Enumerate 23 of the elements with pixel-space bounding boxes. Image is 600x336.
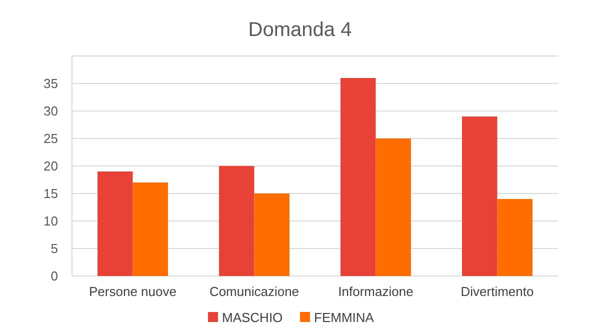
- y-tick-label: 20: [44, 158, 58, 174]
- bar: [98, 172, 133, 276]
- bar: [340, 78, 376, 276]
- y-tick-label: 15: [44, 186, 58, 202]
- bar: [219, 166, 254, 276]
- bar: [497, 199, 532, 276]
- y-tick-label: 25: [44, 131, 58, 146]
- chart-title: Domanda 4: [248, 19, 352, 41]
- bar: [376, 138, 411, 276]
- bar: [254, 194, 290, 276]
- y-tick-label: 5: [50, 241, 58, 256]
- x-tick-label: Comunicazione: [209, 284, 300, 299]
- legend-label: MASCHIO: [222, 310, 283, 325]
- x-tick-label: Persone nuove: [89, 284, 176, 299]
- y-tick-label: 0: [50, 268, 58, 284]
- legend-label: FEMMINA: [314, 310, 374, 325]
- bar: [132, 182, 168, 276]
- x-tick-label: Divertimento: [460, 284, 534, 299]
- x-tick-label: Informazione: [338, 284, 414, 299]
- y-tick-label: 10: [44, 214, 58, 229]
- bar: [462, 116, 498, 276]
- y-tick-label: 30: [44, 104, 58, 119]
- y-tick-label: 35: [44, 76, 58, 92]
